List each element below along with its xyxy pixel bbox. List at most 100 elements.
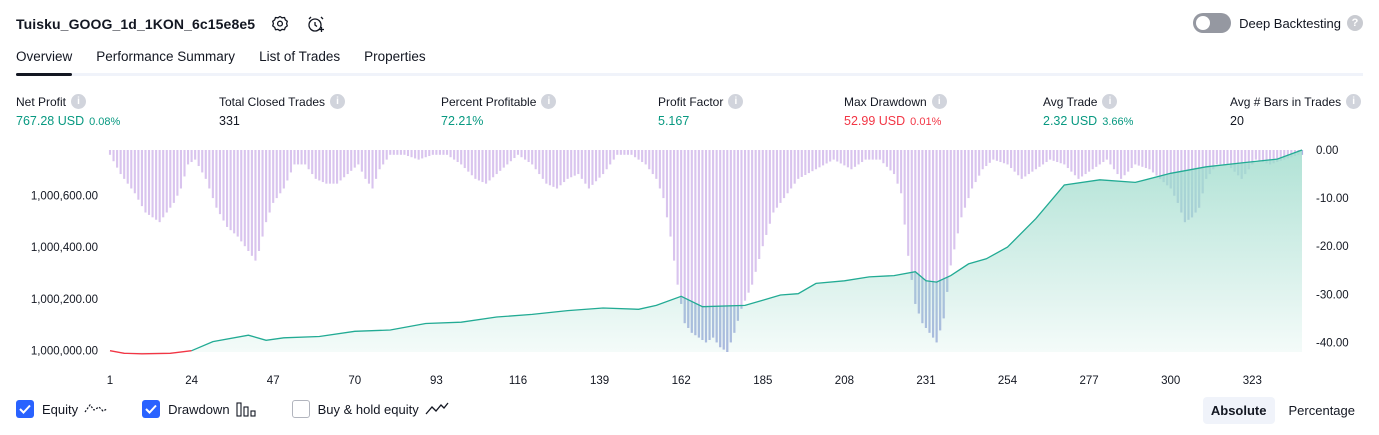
- legend-equity[interactable]: Equity: [16, 400, 108, 418]
- drawdown-bar: [892, 150, 896, 175]
- drawdown-bar: [172, 150, 175, 203]
- drawdown-bar: [421, 150, 424, 159]
- drawdown-bar: [1120, 150, 1123, 179]
- drawdown-bar: [133, 150, 136, 194]
- drawdown-bar: [988, 150, 991, 163]
- drawdown-bar: [1049, 150, 1052, 160]
- drawdown-bar: [626, 150, 630, 155]
- drawdown-bar: [637, 150, 640, 160]
- tab-list-of-trades[interactable]: List of Trades: [259, 49, 341, 64]
- tab-overview[interactable]: Overview: [16, 44, 73, 76]
- drawdown-bar: [580, 150, 583, 179]
- drawdown-bar: [414, 150, 417, 159]
- drawdown-bar: [1077, 150, 1080, 179]
- drawdown-bar: [250, 150, 253, 256]
- percentage-mode-button[interactable]: Percentage: [1288, 403, 1356, 418]
- drawdown-bar: [648, 150, 651, 170]
- legend-equity-label: Equity: [42, 401, 79, 417]
- drawdown-bar: [1137, 150, 1140, 166]
- drawdown-bar: [804, 150, 807, 176]
- left-axis-tick-label: 1,000,600.00: [31, 190, 98, 202]
- drawdown-bar: [233, 150, 236, 234]
- drawdown-bar: [289, 150, 292, 173]
- drawdown-bar: [1141, 150, 1144, 167]
- drawdown-bar: [1219, 150, 1222, 165]
- drawdown-bar: [701, 150, 704, 340]
- drawdown-bar: [605, 150, 608, 170]
- drawdown-bar: [733, 150, 736, 333]
- drawdown-bar: [279, 150, 282, 194]
- drawdown-bar: [577, 150, 580, 175]
- drawdown-bar: [1215, 150, 1218, 165]
- drawdown-bar: [1013, 150, 1016, 172]
- drawdown-bar: [1063, 150, 1066, 165]
- info-icon[interactable]: i: [330, 94, 346, 109]
- drawdown-bar: [272, 150, 275, 203]
- drawdown-bar: [800, 150, 803, 177]
- drawdown-bar: [1212, 150, 1215, 170]
- drawdown-bar: [541, 150, 544, 179]
- equity-drawdown-chart[interactable]: 1,000,000.00 1,000,200.00 1,000,400.00 1,00…: [0, 140, 1379, 390]
- drawdown-bar: [1084, 150, 1087, 175]
- info-icon[interactable]: i: [541, 94, 557, 109]
- metric-value: 5.167: [658, 114, 690, 128]
- drawdown-bar: [211, 150, 214, 199]
- drawdown-bar: [591, 150, 594, 185]
- drawdown-bar: [1286, 150, 1289, 159]
- drawdown-bar: [158, 150, 161, 223]
- drawdown-checkbox[interactable]: [142, 400, 161, 418]
- drawdown-bar: [140, 150, 143, 207]
- drawdown-bar: [1059, 150, 1062, 164]
- drawdown-bar: [602, 150, 605, 175]
- drawdown-bar: [630, 150, 633, 155]
- drawdown-bar: [914, 150, 917, 304]
- drawdown-bar: [240, 150, 243, 242]
- drawdown-bar: [1031, 150, 1034, 172]
- drawdown-bar: [481, 150, 484, 183]
- metric-value: 72.21%: [441, 114, 484, 128]
- drawdown-bar: [520, 150, 523, 158]
- x-axis-tick-label: 24: [185, 375, 198, 387]
- drawdown-bar: [1052, 150, 1055, 161]
- info-icon[interactable]: i: [1346, 94, 1362, 109]
- tab-properties[interactable]: Properties: [364, 49, 426, 64]
- drawdown-bar: [1070, 150, 1073, 172]
- drawdown-bar: [371, 150, 374, 189]
- help-icon[interactable]: ?: [1347, 15, 1363, 31]
- info-icon[interactable]: i: [931, 94, 947, 109]
- legend-buy-hold[interactable]: Buy & hold equity: [291, 400, 449, 418]
- drawdown-bar: [218, 150, 222, 215]
- drawdown-bar: [1123, 150, 1126, 176]
- deep-backtesting-toggle[interactable]: [1193, 13, 1232, 33]
- legend-drawdown[interactable]: Drawdown: [142, 400, 257, 418]
- equity-checkbox[interactable]: [16, 400, 34, 418]
- drawdown-bar: [1112, 150, 1116, 170]
- drawdown-bar: [864, 150, 867, 160]
- tab-performance-summary[interactable]: Performance Summary: [96, 49, 236, 64]
- drawdown-bar: [155, 150, 158, 220]
- drawdown-bar: [350, 150, 353, 171]
- equity-area: [110, 150, 1302, 354]
- drawdown-bar: [1045, 150, 1048, 163]
- value-mode-switch: Absolute Percentage: [1197, 397, 1363, 424]
- buy-hold-checkbox[interactable]: [291, 400, 310, 418]
- drawdown-bar: [201, 150, 204, 173]
- settings-gear-icon[interactable]: [269, 13, 291, 35]
- drawdown-bar: [974, 150, 977, 183]
- metric-label: Max Drawdown: [844, 94, 927, 109]
- drawdown-bar: [360, 150, 363, 172]
- drawdown-bar: [431, 150, 434, 155]
- info-icon[interactable]: i: [71, 94, 87, 109]
- absolute-mode-button[interactable]: Absolute: [1202, 397, 1275, 424]
- add-alert-clock-icon[interactable]: [305, 13, 327, 35]
- deep-backtesting-label: Deep Backtesting: [1239, 15, 1341, 31]
- info-icon[interactable]: i: [728, 94, 744, 109]
- metric-value: 52.99 USD: [844, 114, 906, 128]
- drawdown-bar: [1095, 150, 1098, 167]
- metric-label: Avg # Bars in Trades: [1230, 94, 1342, 109]
- info-icon[interactable]: i: [1102, 94, 1118, 109]
- drawdown-bar: [807, 150, 810, 174]
- drawdown-bar: [552, 150, 555, 187]
- drawdown-bar: [594, 150, 598, 182]
- drawdown-bar: [861, 150, 864, 163]
